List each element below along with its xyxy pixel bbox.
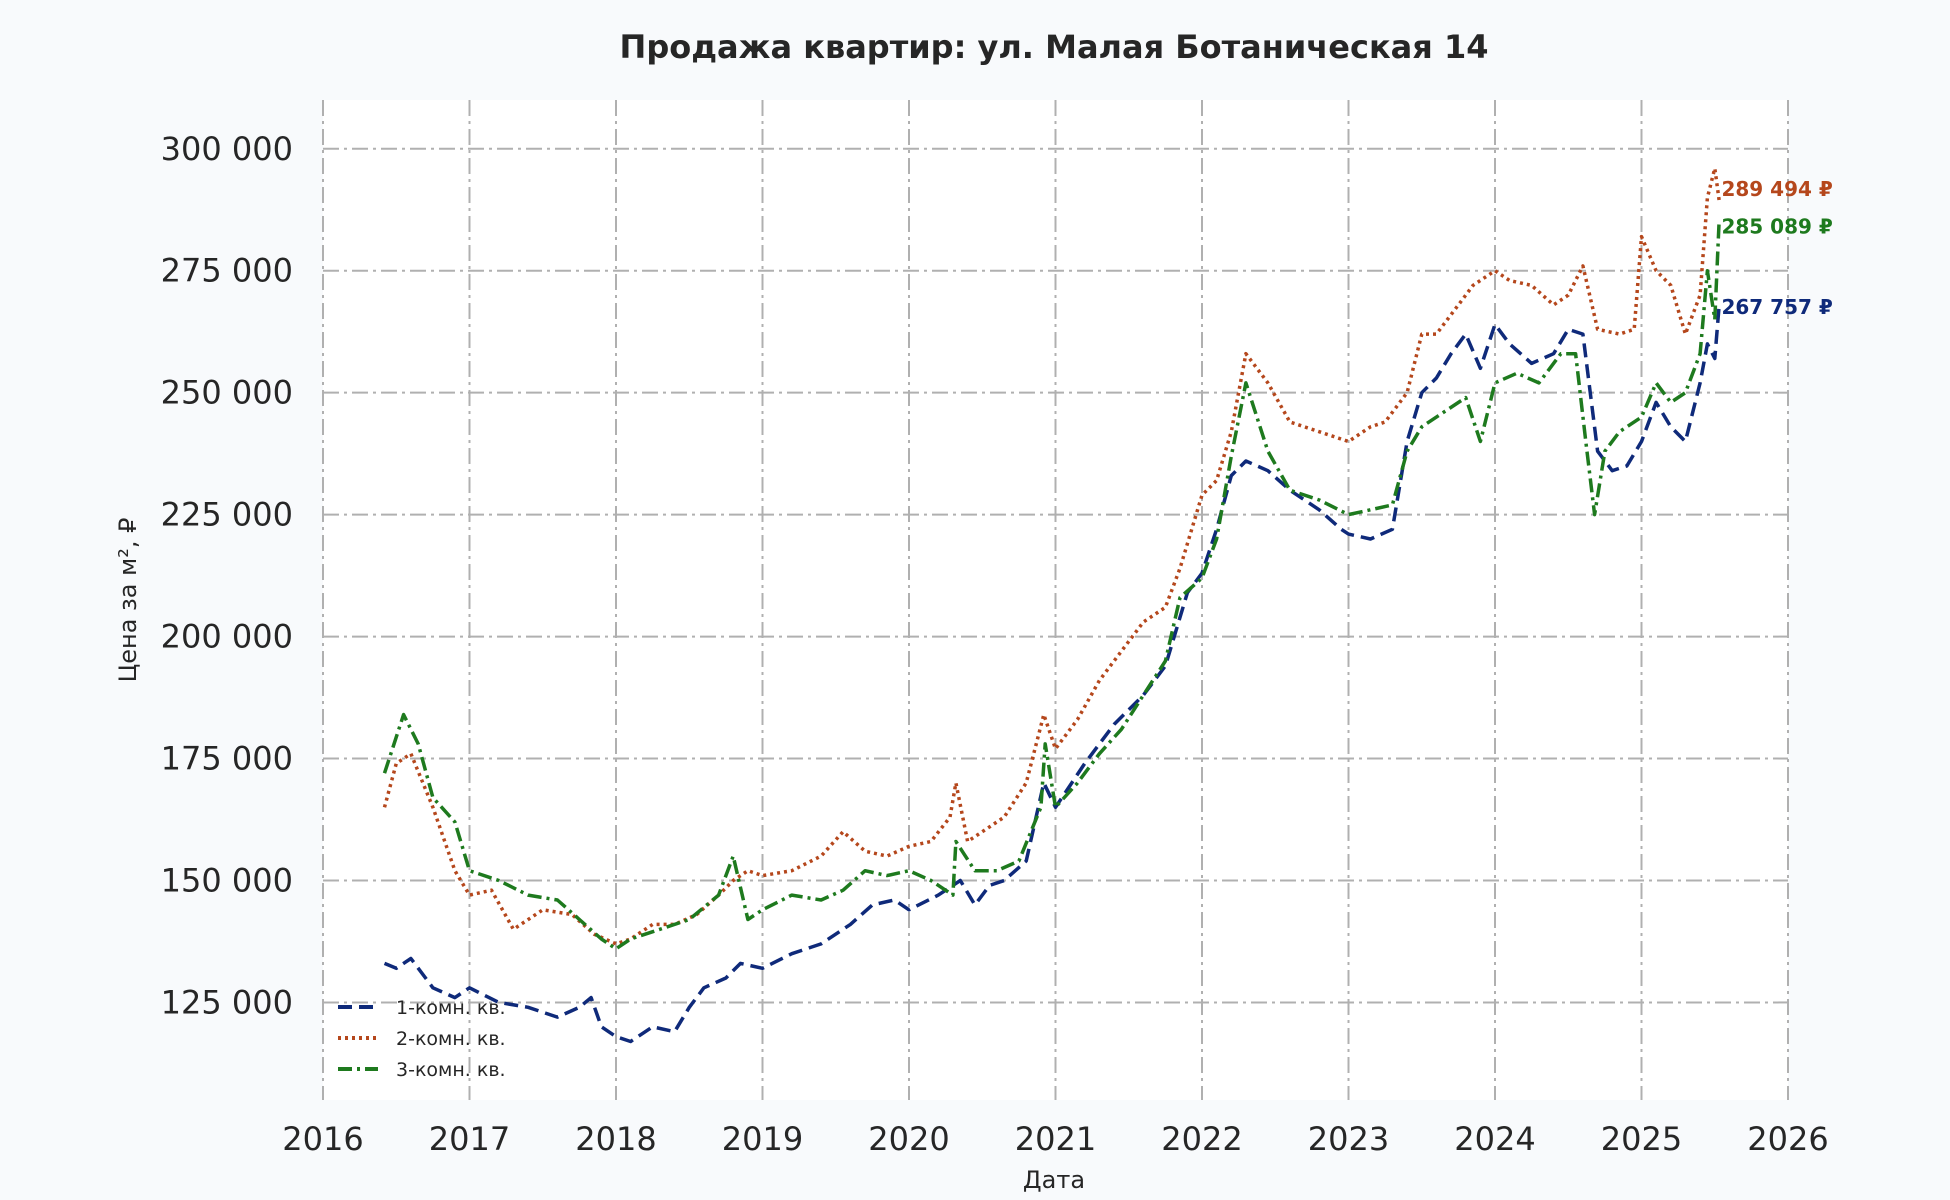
y-tick-125000: 125 000 [161, 983, 293, 1021]
y-tick-275000: 275 000 [161, 252, 293, 290]
x-tick-2019: 2019 [722, 1120, 803, 1158]
y-tick-225000: 225 000 [161, 496, 293, 534]
y-tick-200000: 200 000 [161, 618, 293, 656]
x-axis-label: Дата [1023, 1166, 1085, 1194]
end-label-1-room: 267 757 ₽ [1721, 295, 1832, 319]
x-tick-2026: 2026 [1747, 1120, 1828, 1158]
legend-label-2-room: 2-комн. кв. [396, 1028, 506, 1050]
y-tick-300000: 300 000 [161, 130, 293, 168]
end-label-3-room: 285 089 ₽ [1721, 215, 1832, 239]
x-tick-2021: 2021 [1015, 1120, 1096, 1158]
y-tick-150000: 150 000 [161, 861, 293, 899]
x-tick-2023: 2023 [1308, 1120, 1389, 1158]
y-tick-250000: 250 000 [161, 374, 293, 412]
grid-layer [322, 100, 1789, 1100]
x-tick-2020: 2020 [868, 1120, 949, 1158]
tick-layer: 2016 2017 2018 2019 2020 2021 2022 2023 2024 2025… [161, 130, 1829, 1158]
series-line-2-room [382, 166, 1721, 946]
y-axis-label: Цена за м², ₽ [114, 518, 142, 683]
x-tick-2017: 2017 [429, 1120, 510, 1158]
legend-label-1-room: 1-комн. кв. [396, 997, 506, 1019]
x-tick-2016: 2016 [282, 1120, 363, 1158]
end-label-2-room: 289 494 ₽ [1721, 177, 1832, 201]
x-tick-2024: 2024 [1454, 1120, 1535, 1158]
legend: 1-комн. кв. 2-комн. кв. 3-комн. кв. [338, 997, 506, 1081]
chart-title: Продажа квартир: ул. Малая Ботаническая … [620, 28, 1489, 66]
series-layer [382, 166, 1721, 1044]
series-line-1-room [383, 305, 1721, 1044]
y-tick-175000: 175 000 [161, 740, 293, 778]
x-tick-2018: 2018 [575, 1120, 656, 1158]
series-line-3-room [382, 221, 1721, 951]
end-label-layer: 267 757 ₽ 289 494 ₽ 285 089 ₽ [1721, 177, 1832, 319]
legend-label-3-room: 3-комн. кв. [396, 1059, 506, 1081]
x-tick-2022: 2022 [1161, 1120, 1242, 1158]
x-tick-2025: 2025 [1601, 1120, 1682, 1158]
